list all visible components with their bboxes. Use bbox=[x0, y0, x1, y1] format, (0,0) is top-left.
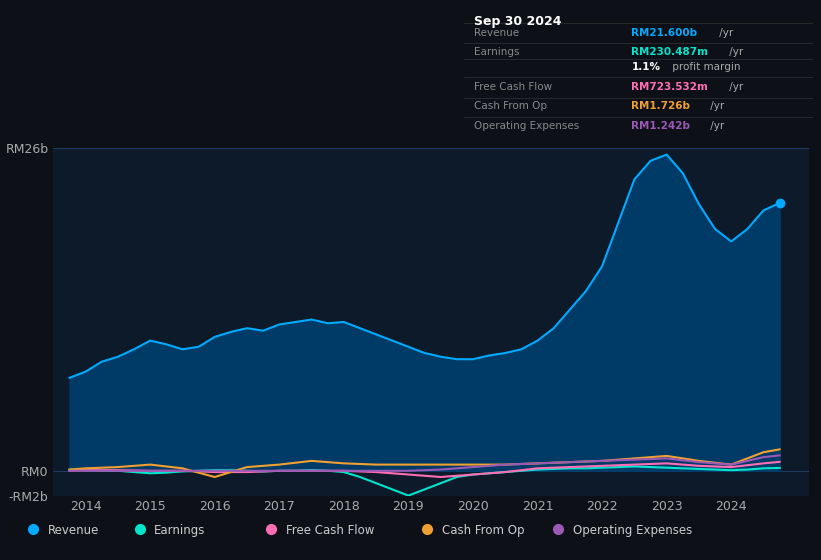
Text: RM21.600b: RM21.600b bbox=[631, 28, 698, 38]
Text: Operating Expenses: Operating Expenses bbox=[573, 524, 692, 538]
Text: Earnings: Earnings bbox=[154, 524, 206, 538]
Text: RM1.726b: RM1.726b bbox=[631, 101, 690, 111]
Text: /yr: /yr bbox=[726, 82, 743, 91]
Text: Revenue: Revenue bbox=[475, 28, 520, 38]
Text: Free Cash Flow: Free Cash Flow bbox=[475, 82, 553, 91]
Text: Cash From Op: Cash From Op bbox=[475, 101, 548, 111]
Text: RM1.242b: RM1.242b bbox=[631, 122, 690, 132]
Text: profit margin: profit margin bbox=[669, 62, 741, 72]
Text: 1.1%: 1.1% bbox=[631, 62, 660, 72]
Text: RM723.532m: RM723.532m bbox=[631, 82, 709, 91]
Text: Earnings: Earnings bbox=[475, 47, 520, 57]
Text: /yr: /yr bbox=[726, 47, 743, 57]
Text: /yr: /yr bbox=[716, 28, 733, 38]
Text: /yr: /yr bbox=[707, 122, 724, 132]
Text: Operating Expenses: Operating Expenses bbox=[475, 122, 580, 132]
Text: Cash From Op: Cash From Op bbox=[442, 524, 524, 538]
Text: Sep 30 2024: Sep 30 2024 bbox=[475, 15, 562, 28]
Text: RM230.487m: RM230.487m bbox=[631, 47, 709, 57]
Text: Revenue: Revenue bbox=[48, 524, 99, 538]
Text: Free Cash Flow: Free Cash Flow bbox=[286, 524, 374, 538]
Text: /yr: /yr bbox=[707, 101, 724, 111]
